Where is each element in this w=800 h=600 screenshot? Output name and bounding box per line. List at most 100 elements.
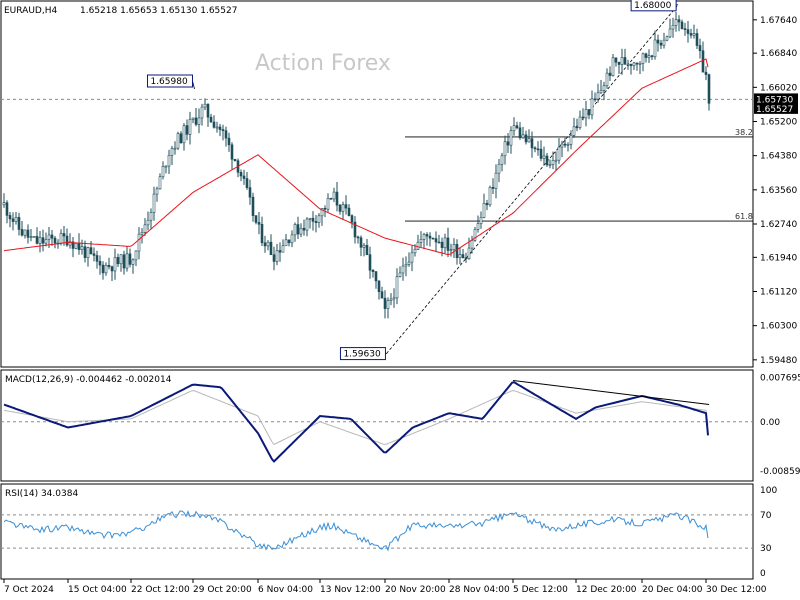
candle-body xyxy=(125,253,129,269)
candle xyxy=(233,158,237,162)
candle-body xyxy=(41,237,45,244)
candle xyxy=(245,171,249,190)
candle-body xyxy=(605,72,609,87)
candle xyxy=(275,243,279,266)
candle xyxy=(347,204,351,217)
candle-body xyxy=(8,215,12,220)
time-tick-label: 7 Oct 2024 xyxy=(4,585,54,595)
candle-body xyxy=(26,229,30,238)
current-price-tag xyxy=(754,102,798,114)
candle xyxy=(587,109,591,120)
candle xyxy=(665,35,669,42)
rsi-label: RSI(14) 34.0384 xyxy=(5,489,78,499)
price-tick-label: 1.64380 xyxy=(760,152,797,162)
time-tick-label: 6 Nov 04:00 xyxy=(258,585,313,595)
candle xyxy=(143,218,147,236)
candle xyxy=(266,240,270,251)
candle xyxy=(302,219,306,236)
candle-body xyxy=(59,233,63,244)
candle-body xyxy=(107,264,111,267)
candle xyxy=(383,290,387,319)
candle xyxy=(425,232,429,246)
candle xyxy=(662,32,666,49)
candle xyxy=(482,193,486,219)
candle-body xyxy=(647,55,651,58)
candle-body xyxy=(395,276,399,299)
candle xyxy=(200,103,204,126)
candle-body xyxy=(203,103,207,108)
candle-body xyxy=(416,241,420,250)
candle-body xyxy=(452,244,456,250)
candle-body xyxy=(206,103,210,118)
candle-body xyxy=(74,243,78,249)
candle xyxy=(155,186,159,202)
candle-body xyxy=(218,126,222,130)
candle xyxy=(443,233,447,254)
candle-body xyxy=(704,71,708,75)
candle xyxy=(581,108,585,121)
candle xyxy=(692,24,696,39)
candle xyxy=(359,235,363,257)
rsi-panel-frame xyxy=(0,483,754,580)
candle-body xyxy=(473,229,477,241)
candle xyxy=(605,68,609,89)
candle xyxy=(32,235,36,238)
candle xyxy=(476,215,480,233)
candle xyxy=(629,63,633,75)
candle xyxy=(215,121,219,133)
candle-body xyxy=(635,62,639,65)
candle-body xyxy=(536,148,540,151)
candle xyxy=(17,212,21,236)
price-tick-label: 1.60300 xyxy=(760,322,797,332)
candle-body xyxy=(440,241,444,249)
candle-body xyxy=(494,172,498,189)
candle-body xyxy=(533,147,537,150)
candle xyxy=(647,49,651,63)
candle-body xyxy=(38,237,42,244)
price-tick-label: 1.61120 xyxy=(760,288,797,298)
candle-body xyxy=(578,116,582,128)
candle xyxy=(152,186,156,221)
candle xyxy=(182,123,186,151)
candle-body xyxy=(386,300,390,309)
candle-body xyxy=(80,246,84,250)
candle-body xyxy=(302,227,306,231)
candle-body xyxy=(170,148,174,156)
price-line-tag-label: 1.65730 xyxy=(756,95,793,105)
candle xyxy=(671,17,675,38)
candle xyxy=(398,266,402,278)
candle-body xyxy=(215,126,219,129)
candle xyxy=(20,220,24,237)
candle-body xyxy=(95,255,99,262)
candle xyxy=(11,212,15,231)
candle-body xyxy=(488,187,492,206)
main-layer: 38.2 61.8 1.65980 1.59630 1.68000 xyxy=(1,0,753,361)
candle xyxy=(530,131,534,158)
candle xyxy=(218,123,222,137)
candle-body xyxy=(677,19,681,23)
candle-body xyxy=(524,134,528,143)
candle-body xyxy=(623,57,627,65)
candle-body xyxy=(146,219,150,226)
candle xyxy=(2,193,6,208)
candle-body xyxy=(599,89,603,94)
price-tick-label: 1.65200 xyxy=(760,118,797,128)
candle-body xyxy=(371,269,375,272)
candle-body xyxy=(173,147,177,150)
candle xyxy=(320,208,324,226)
candle xyxy=(533,146,537,153)
annotation-box xyxy=(630,0,677,12)
time-tick-label: 28 Nov 04:00 xyxy=(449,585,510,595)
candle xyxy=(191,117,195,124)
price-line-tag xyxy=(754,93,798,105)
candle xyxy=(326,193,330,213)
candle xyxy=(356,235,360,244)
candle-body xyxy=(149,212,153,221)
candle xyxy=(569,130,573,150)
candle xyxy=(14,211,18,225)
candle-body xyxy=(569,135,573,145)
candle xyxy=(149,208,153,230)
candle xyxy=(101,261,105,280)
candle xyxy=(134,250,138,267)
candle-body xyxy=(104,264,108,274)
